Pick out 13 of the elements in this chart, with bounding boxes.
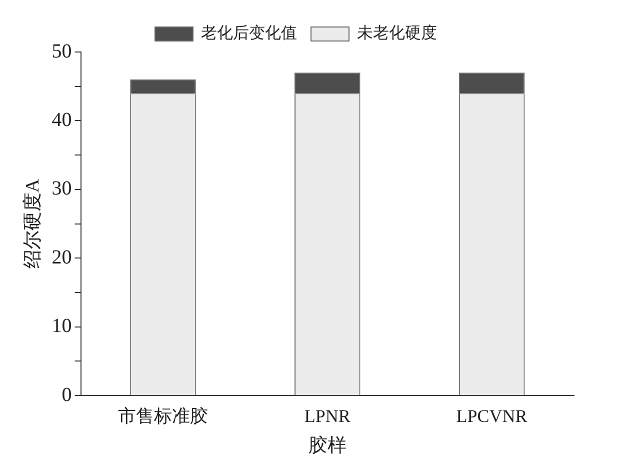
x-tick-label: LPNR: [304, 406, 350, 426]
legend-label: 老化后变化值: [201, 24, 297, 42]
y-tick-label: 30: [52, 178, 72, 200]
y-tick-label: 0: [62, 384, 72, 406]
y-tick-label: 20: [52, 246, 72, 268]
y-tick-label: 40: [52, 108, 72, 131]
y-tick-label: 10: [52, 315, 72, 338]
x-axis-title: 胶样: [308, 434, 346, 457]
y-axis-title: 绍尔硬度A: [21, 178, 44, 269]
legend-label: 未老化硬度: [357, 24, 437, 42]
x-tick-label: 市售标准胶: [118, 406, 208, 426]
x-tick-label: LPCVNR: [456, 406, 528, 426]
y-tick-label: 50: [52, 40, 72, 62]
